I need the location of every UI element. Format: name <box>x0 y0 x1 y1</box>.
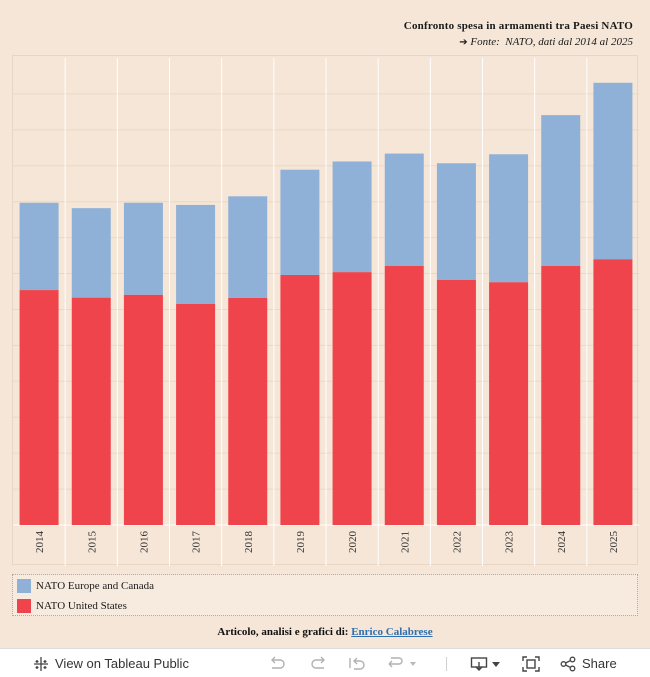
bar-nato-united-states-2025[interactable] <box>593 259 633 525</box>
bar-nato-europe-and-canada-2016[interactable] <box>123 202 163 295</box>
source-label: Fonte: <box>470 36 500 48</box>
bar-nato-europe-and-canada-2019[interactable] <box>280 169 320 275</box>
bar-nato-europe-and-canada-2015[interactable] <box>71 208 111 298</box>
x-tick-label: 2022 <box>451 531 463 553</box>
undo-button[interactable] <box>268 649 286 677</box>
chart-subtitle: ➔ Fonte: NATO, dati dal 2014 al 2025 <box>404 36 633 48</box>
bar-nato-europe-and-canada-2024[interactable] <box>541 115 581 266</box>
x-tick-label: 2024 <box>556 531 568 554</box>
share-label: Share <box>582 656 617 671</box>
source-text: NATO, dati dal 2014 al 2025 <box>505 36 633 48</box>
chart-title: Confronto spesa in armamenti tra Paesi N… <box>403 20 633 32</box>
x-tick-label: 2014 <box>34 531 46 554</box>
credit-line: Articolo, analisi e grafici di: Enrico C… <box>0 626 650 638</box>
legend-label-europe-canada: NATO Europe and Canada <box>36 580 155 592</box>
arrow-icon: ➔ <box>459 37 468 48</box>
x-tick-label: 2016 <box>138 531 150 554</box>
x-tick-label: 2017 <box>191 531 203 554</box>
download-button[interactable] <box>470 649 502 677</box>
revert-button[interactable] <box>348 649 366 677</box>
bar-nato-united-states-2023[interactable] <box>489 282 529 525</box>
bar-nato-europe-and-canada-2014[interactable] <box>19 202 59 291</box>
share-icon <box>560 656 576 671</box>
x-tick-label: 2023 <box>504 531 516 554</box>
bar-nato-europe-and-canada-2022[interactable] <box>436 163 476 281</box>
legend-swatch-united-states <box>17 599 31 613</box>
bar-nato-europe-and-canada-2017[interactable] <box>176 204 216 304</box>
tableau-toolbar: View on Tableau Public <box>0 648 650 677</box>
refresh-button[interactable] <box>386 649 416 677</box>
view-on-tableau-label: View on Tableau Public <box>55 656 189 671</box>
bar-chart: 2014 2015 2016 2017 2018 2019 2020 2021 2022 2023… <box>13 58 639 566</box>
redo-icon <box>311 656 325 669</box>
fullscreen-icon <box>522 655 540 672</box>
legend: NATO Europe and Canada NATO United State… <box>12 574 638 616</box>
redo-button[interactable] <box>310 649 328 677</box>
author-link[interactable]: Enrico Calabrese <box>351 626 433 638</box>
x-tick-label: 2018 <box>243 531 255 554</box>
bar-nato-united-states-2016[interactable] <box>123 294 163 525</box>
credit-prefix: Articolo, analisi e grafici di: <box>217 626 349 638</box>
bar-nato-united-states-2018[interactable] <box>228 297 268 525</box>
bar-nato-europe-and-canada-2020[interactable] <box>332 161 372 273</box>
bar-nato-europe-and-canada-2018[interactable] <box>228 196 268 298</box>
legend-label-united-states: NATO United States <box>36 600 127 612</box>
bar-nato-united-states-2015[interactable] <box>71 297 111 525</box>
bar-nato-united-states-2017[interactable] <box>176 303 216 525</box>
fullscreen-button[interactable] <box>522 649 540 677</box>
tableau-logo-icon <box>34 656 48 671</box>
bar-nato-united-states-2024[interactable] <box>541 265 581 525</box>
legend-swatch-europe-canada <box>17 579 31 593</box>
x-tick-label: 2019 <box>295 531 307 554</box>
bar-nato-europe-and-canada-2023[interactable] <box>489 154 529 283</box>
bar-nato-united-states-2019[interactable] <box>280 274 320 525</box>
bar-nato-united-states-2014[interactable] <box>19 290 59 525</box>
legend-item-europe-canada[interactable]: NATO Europe and Canada <box>17 579 154 593</box>
bar-nato-united-states-2020[interactable] <box>332 272 372 525</box>
share-button[interactable]: Share <box>560 649 617 677</box>
x-tick-label: 2025 <box>608 531 620 554</box>
bar-nato-united-states-2021[interactable] <box>384 265 424 525</box>
chart-area: 2014 2015 2016 2017 2018 2019 2020 2021 2022 2023… <box>12 55 639 566</box>
x-tick-label: 2015 <box>86 531 98 554</box>
download-icon <box>470 656 500 671</box>
refresh-icon <box>388 656 416 667</box>
revert-icon <box>349 657 365 670</box>
bar-nato-united-states-2022[interactable] <box>436 280 476 525</box>
bar-nato-europe-and-canada-2021[interactable] <box>384 153 424 266</box>
x-tick-label: 2020 <box>347 531 359 554</box>
legend-item-united-states[interactable]: NATO United States <box>17 599 127 613</box>
toolbar-divider <box>446 657 447 671</box>
bar-nato-europe-and-canada-2025[interactable] <box>593 82 633 260</box>
undo-icon <box>271 656 285 669</box>
x-tick-label: 2021 <box>399 531 411 553</box>
view-on-tableau-button[interactable]: View on Tableau Public <box>33 649 189 677</box>
title-block: Confronto spesa in armamenti tra Paesi N… <box>404 20 633 48</box>
